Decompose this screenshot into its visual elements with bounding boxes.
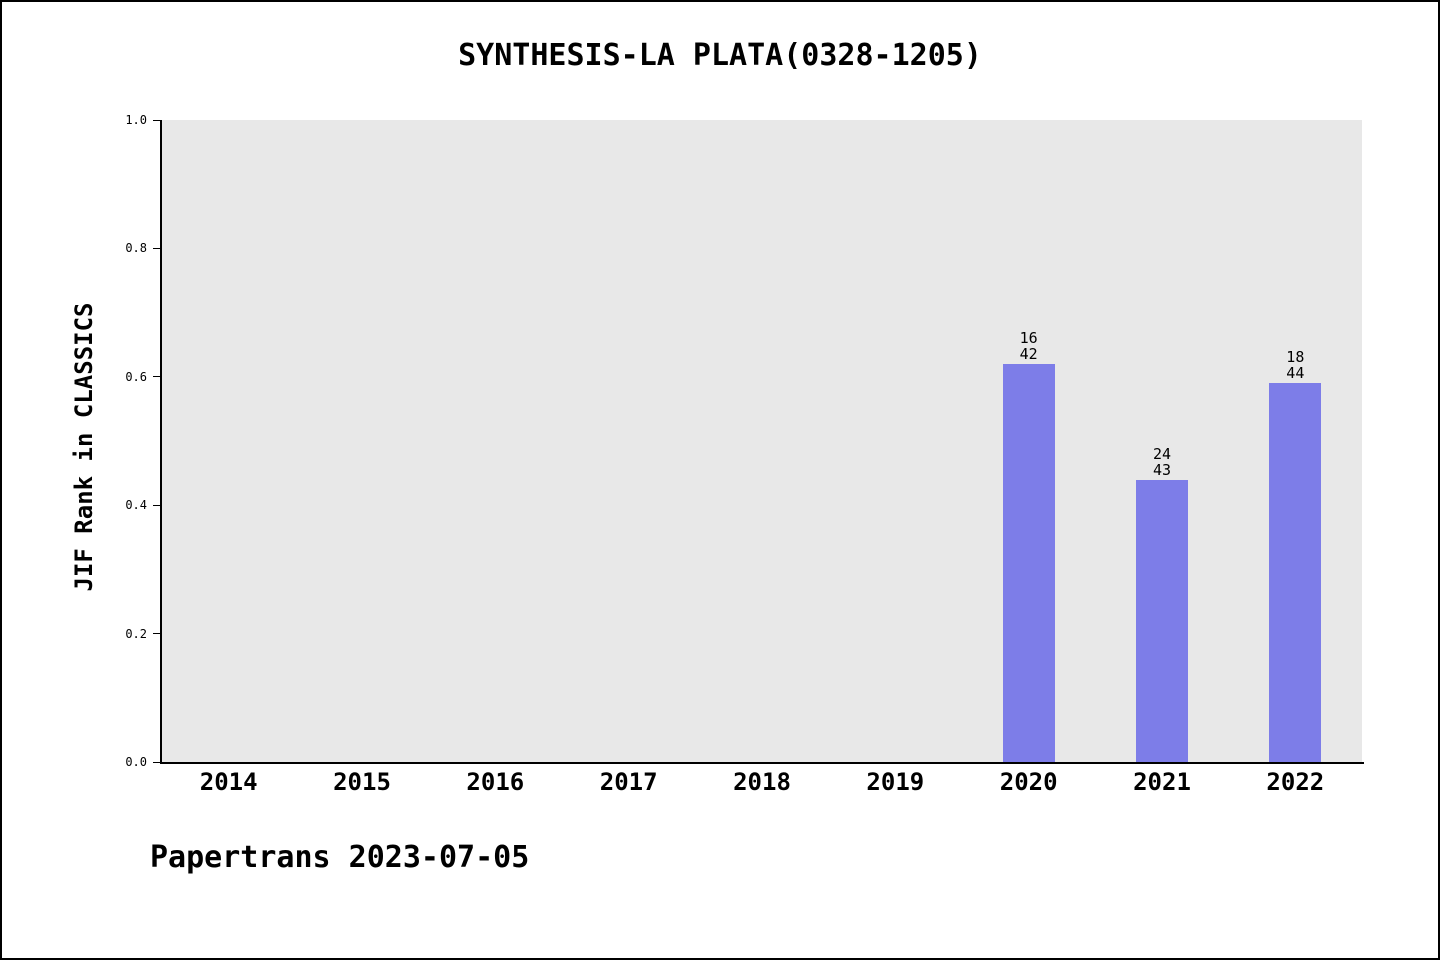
y-tick-label-1.0: 1.0 (125, 113, 147, 127)
y-tick-label-0.8: 0.8 (125, 241, 147, 256)
x-tick-label-2018: 2018 (733, 768, 791, 796)
x-tick-label-2014: 2014 (199, 768, 258, 796)
x-tick-label-2020: 2020 (999, 768, 1058, 796)
x-tick-label-2017: 2017 (599, 768, 658, 796)
bar-2021 (1136, 479, 1188, 762)
x-tick-label-2019: 2019 (866, 768, 925, 796)
y-tick-label-0.0: 0.0 (125, 755, 147, 769)
y-tick-label-0.2: 0.2 (125, 626, 147, 641)
y-tick-mark-0.4 (153, 504, 160, 506)
x-tick-label-2016: 2016 (466, 768, 525, 796)
y-tick-mark-1.0 (153, 119, 160, 121)
y-tick-mark-0.0 (153, 761, 160, 763)
y-tick-mark-0.6 (153, 376, 160, 378)
bar-label-2021: 24 43 (1152, 444, 1172, 479)
chart-title: SYNTHESIS-LA PLATA(0328-1205) (458, 38, 982, 73)
y-axis-label: JIF Rank in CLASSICS (70, 302, 98, 592)
x-tick-label-2015: 2015 (333, 768, 391, 796)
y-tick-label-0.6: 0.6 (125, 369, 147, 384)
x-tick-label-2022: 2022 (1266, 768, 1325, 796)
y-axis-line (160, 120, 162, 764)
bar-label-2020: 16 42 (1019, 328, 1038, 363)
bar-label-2022: 18 44 (1286, 348, 1305, 383)
x-axis-line (160, 762, 1364, 764)
y-tick-mark-0.8 (153, 247, 160, 249)
y-tick-label-0.4: 0.4 (125, 498, 147, 513)
footer-text: Papertrans 2023-07-05 (150, 840, 530, 875)
y-tick-mark-0.2 (153, 633, 160, 635)
x-tick-label-2021: 2021 (1133, 768, 1191, 796)
bar-2022 (1269, 383, 1322, 762)
bar-2020 (1002, 363, 1055, 762)
